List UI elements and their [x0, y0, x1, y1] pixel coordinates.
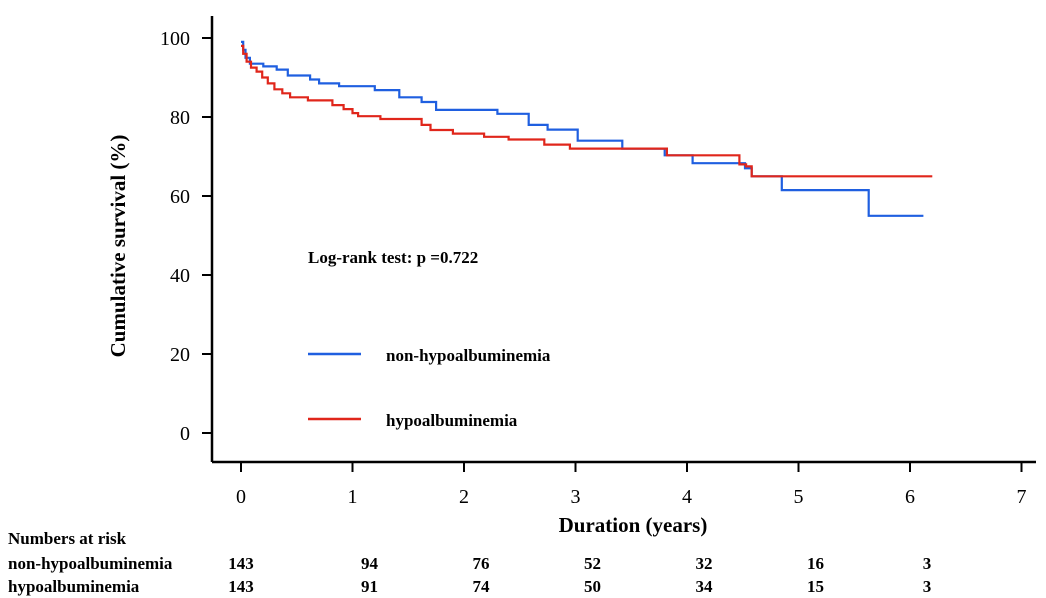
series-line-non-hypoalbuminemia — [241, 40, 924, 217]
risk-value: 76 — [473, 554, 490, 573]
legend-label-non-hypoalbuminemia: non-hypoalbuminemia — [386, 346, 551, 365]
y-tick-label: 0 — [180, 423, 190, 445]
x-tick-label: 7 — [1017, 486, 1027, 508]
risk-value: 94 — [361, 554, 379, 573]
risk-value: 3 — [923, 554, 932, 573]
series-line-hypoalbuminemia — [241, 44, 933, 178]
y-tick-label: 20 — [170, 344, 190, 366]
y-tick-label: 60 — [170, 186, 190, 208]
risk-value: 143 — [228, 577, 254, 596]
risk-value: 143 — [228, 554, 254, 573]
risk-value: 34 — [696, 577, 714, 596]
x-tick-label: 1 — [348, 486, 358, 508]
axes — [210, 16, 1036, 464]
risk-value: 74 — [473, 577, 491, 596]
risk-value: 15 — [807, 577, 824, 596]
y-tick-label: 100 — [160, 28, 190, 50]
x-tick-label: 3 — [571, 486, 581, 508]
risk-row-label-hypoalbuminemia: hypoalbuminemia — [8, 577, 140, 596]
x-tick-label: 6 — [905, 486, 915, 508]
risk-table-header: Numbers at risk — [8, 529, 127, 548]
x-tick-label: 5 — [794, 486, 804, 508]
x-ticks: 0 1 2 3 4 5 6 7 — [236, 462, 1027, 508]
x-axis-title: Duration (years) — [559, 513, 708, 537]
risk-row-label-non-hypoalbuminemia: non-hypoalbuminemia — [8, 554, 173, 573]
risk-value: 52 — [584, 554, 601, 573]
x-tick-label: 4 — [682, 486, 692, 508]
legend-label-hypoalbuminemia: hypoalbuminemia — [386, 411, 518, 430]
y-ticks: 0 20 40 60 80 100 — [160, 28, 212, 445]
risk-value: 16 — [807, 554, 824, 573]
y-tick-label: 80 — [170, 107, 190, 129]
log-rank-annotation: Log-rank test: p =0.722 — [308, 248, 478, 267]
risk-table-values: 143 94 76 52 32 16 3 143 91 74 50 34 15 3 — [228, 554, 931, 596]
y-axis-title: Cumulative survival (%) — [106, 135, 130, 358]
y-tick-label: 40 — [170, 265, 190, 287]
x-tick-label: 0 — [236, 486, 246, 508]
risk-value: 32 — [696, 554, 713, 573]
legend: non-hypoalbuminemia hypoalbuminemia — [308, 346, 551, 430]
x-tick-label: 2 — [459, 486, 469, 508]
risk-value: 91 — [361, 577, 378, 596]
survival-curves — [241, 40, 933, 217]
risk-value: 50 — [584, 577, 601, 596]
risk-value: 3 — [923, 577, 932, 596]
